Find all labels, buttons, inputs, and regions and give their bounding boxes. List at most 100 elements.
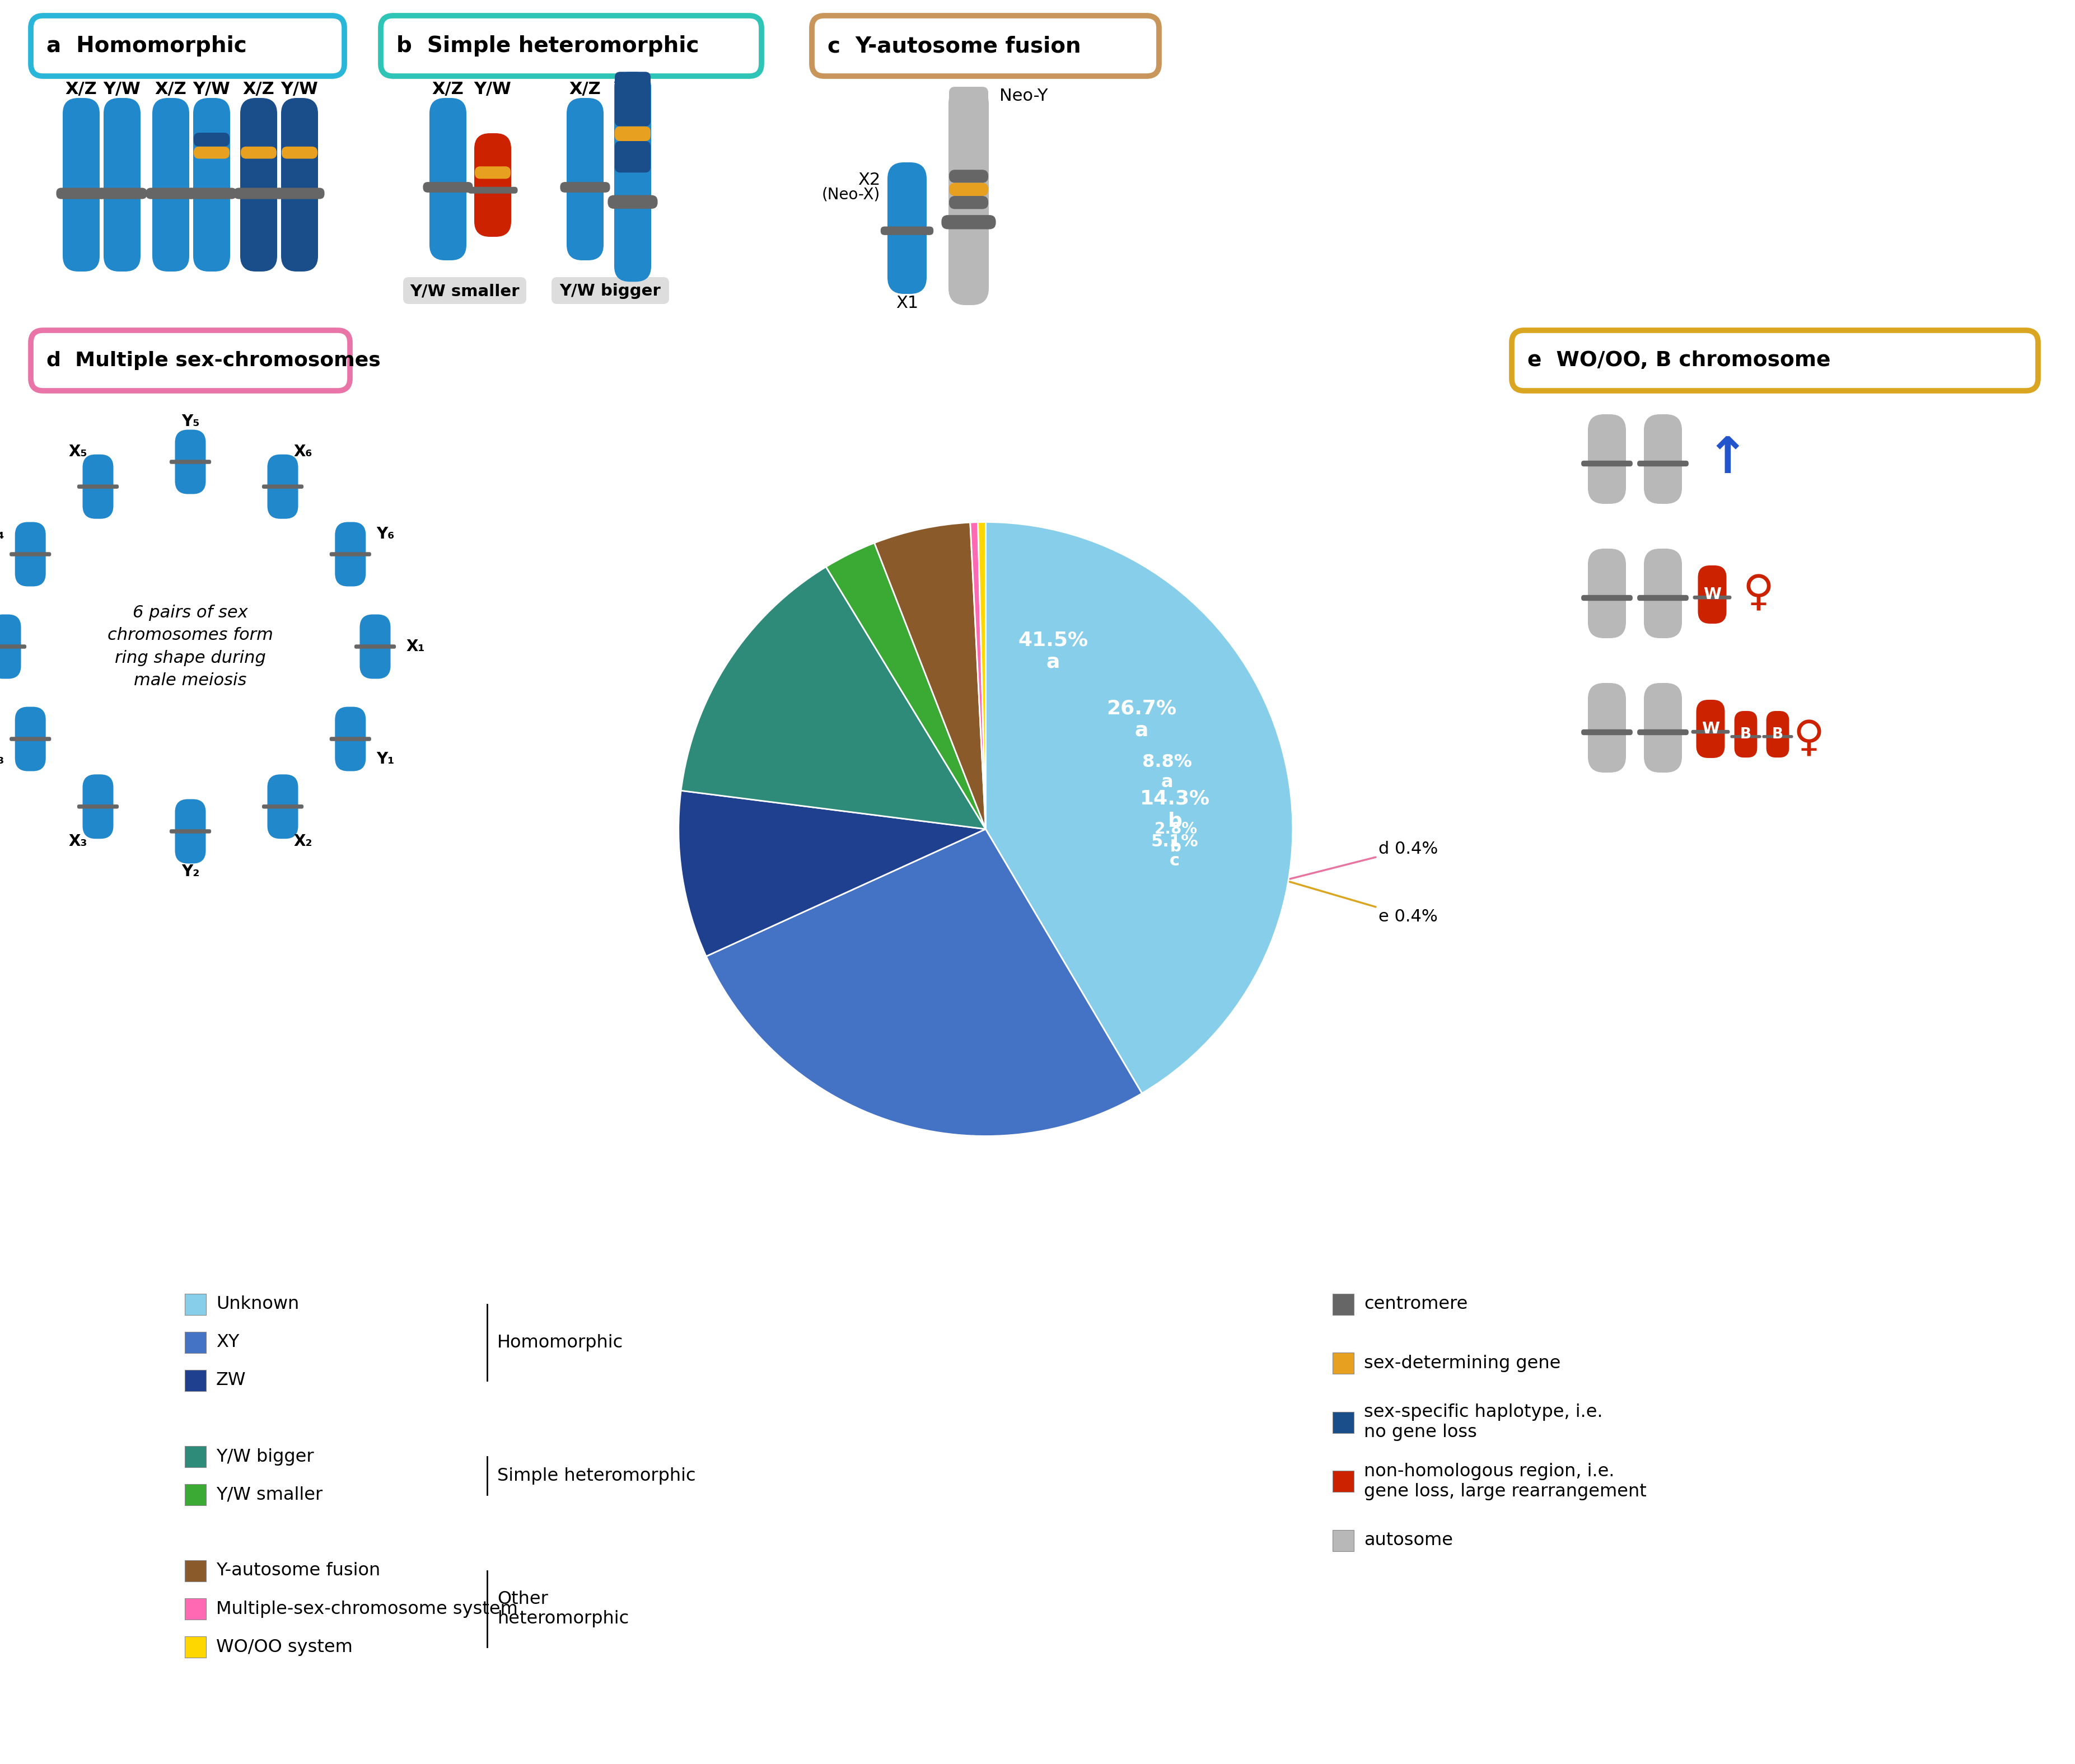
FancyBboxPatch shape <box>614 127 652 141</box>
FancyBboxPatch shape <box>1762 736 1793 737</box>
FancyBboxPatch shape <box>15 707 46 771</box>
FancyBboxPatch shape <box>261 485 303 489</box>
FancyBboxPatch shape <box>1637 729 1689 736</box>
Text: autosome: autosome <box>1363 1531 1452 1549</box>
FancyBboxPatch shape <box>31 330 351 392</box>
Text: B: B <box>1772 727 1782 741</box>
FancyBboxPatch shape <box>241 99 278 272</box>
FancyBboxPatch shape <box>1643 415 1683 505</box>
Text: centromere: centromere <box>1363 1297 1467 1312</box>
Text: Other
heteromorphic: Other heteromorphic <box>498 1589 629 1628</box>
FancyBboxPatch shape <box>77 485 118 489</box>
Text: X₂: X₂ <box>293 834 311 848</box>
Text: X₃: X₃ <box>68 834 87 848</box>
FancyBboxPatch shape <box>475 134 510 236</box>
Text: Homomorphic: Homomorphic <box>498 1334 622 1351</box>
Text: e  WO/OO, B chromosome: e WO/OO, B chromosome <box>1527 351 1830 370</box>
Text: Y/W: Y/W <box>473 81 510 97</box>
FancyBboxPatch shape <box>1637 594 1689 602</box>
Text: Y/W bigger: Y/W bigger <box>560 284 662 298</box>
FancyBboxPatch shape <box>10 552 52 556</box>
Text: Y/W: Y/W <box>614 81 652 97</box>
FancyBboxPatch shape <box>83 455 114 519</box>
FancyBboxPatch shape <box>83 774 114 838</box>
Text: 5.1%
c: 5.1% c <box>1152 834 1199 868</box>
Bar <box>185 1371 205 1392</box>
Text: WO/OO system: WO/OO system <box>216 1639 353 1656</box>
Text: X/Z: X/Z <box>156 81 187 97</box>
FancyBboxPatch shape <box>193 99 230 272</box>
Text: W: W <box>1704 587 1720 602</box>
Text: Y₂: Y₂ <box>181 864 199 880</box>
FancyBboxPatch shape <box>274 187 324 199</box>
Text: sex-specific haplotype, i.e.
no gene loss: sex-specific haplotype, i.e. no gene los… <box>1363 1404 1602 1441</box>
Text: W: W <box>1701 721 1720 737</box>
FancyBboxPatch shape <box>1731 736 1762 737</box>
Text: sex-determining gene: sex-determining gene <box>1363 1355 1560 1372</box>
Text: 41.5%
a: 41.5% a <box>1019 630 1087 672</box>
FancyBboxPatch shape <box>355 644 396 649</box>
FancyBboxPatch shape <box>193 146 230 159</box>
Text: X₁: X₁ <box>407 639 425 654</box>
FancyBboxPatch shape <box>1695 700 1724 759</box>
FancyBboxPatch shape <box>268 455 299 519</box>
FancyBboxPatch shape <box>560 182 610 192</box>
FancyBboxPatch shape <box>10 737 52 741</box>
FancyBboxPatch shape <box>430 99 467 261</box>
Text: XY: XY <box>216 1334 239 1351</box>
FancyBboxPatch shape <box>948 169 988 183</box>
FancyBboxPatch shape <box>423 182 473 192</box>
Text: X/Z: X/Z <box>432 81 465 97</box>
Bar <box>1332 1471 1353 1492</box>
FancyBboxPatch shape <box>614 141 652 173</box>
FancyBboxPatch shape <box>334 707 365 771</box>
Text: Neo-Y: Neo-Y <box>1000 88 1048 104</box>
Text: Y₅: Y₅ <box>181 415 199 429</box>
Text: d 0.4%: d 0.4% <box>1291 841 1438 878</box>
FancyBboxPatch shape <box>31 16 344 76</box>
FancyBboxPatch shape <box>15 522 46 586</box>
FancyBboxPatch shape <box>380 16 762 76</box>
FancyBboxPatch shape <box>880 226 934 235</box>
FancyBboxPatch shape <box>1693 596 1731 600</box>
Bar <box>185 1637 205 1658</box>
Text: Multiple-sex-chromosome system: Multiple-sex-chromosome system <box>216 1600 519 1618</box>
FancyBboxPatch shape <box>234 187 284 199</box>
Text: X₆: X₆ <box>293 445 311 460</box>
FancyBboxPatch shape <box>948 196 988 210</box>
Text: 14.3%
b: 14.3% b <box>1139 789 1210 831</box>
FancyBboxPatch shape <box>187 187 237 199</box>
FancyBboxPatch shape <box>282 146 317 159</box>
Text: Y/W smaller: Y/W smaller <box>216 1485 322 1503</box>
Bar <box>185 1484 205 1505</box>
FancyBboxPatch shape <box>1513 330 2038 392</box>
FancyBboxPatch shape <box>1637 460 1689 466</box>
Text: ↑: ↑ <box>1706 434 1749 483</box>
Wedge shape <box>706 829 1141 1136</box>
Wedge shape <box>986 522 1293 1094</box>
Bar <box>185 1446 205 1468</box>
Text: 6 pairs of sex
chromosomes form
ring shape during
male meiosis: 6 pairs of sex chromosomes form ring sha… <box>108 605 274 688</box>
FancyBboxPatch shape <box>359 614 390 679</box>
FancyBboxPatch shape <box>268 774 299 838</box>
FancyBboxPatch shape <box>0 644 27 649</box>
Text: c  Y-autosome fusion: c Y-autosome fusion <box>828 35 1081 56</box>
Text: Y₃: Y₃ <box>0 751 4 767</box>
FancyBboxPatch shape <box>614 72 652 282</box>
FancyBboxPatch shape <box>0 614 21 679</box>
Text: Y-autosome fusion: Y-autosome fusion <box>216 1563 380 1579</box>
Text: a  Homomorphic: a Homomorphic <box>46 35 247 56</box>
FancyBboxPatch shape <box>566 99 604 261</box>
FancyBboxPatch shape <box>145 187 195 199</box>
FancyBboxPatch shape <box>948 86 990 305</box>
FancyBboxPatch shape <box>552 277 668 303</box>
Text: b  Simple heteromorphic: b Simple heteromorphic <box>396 35 699 56</box>
FancyBboxPatch shape <box>403 277 527 303</box>
FancyBboxPatch shape <box>1587 415 1627 505</box>
Text: Y₆: Y₆ <box>376 526 394 542</box>
Text: Y₄: Y₄ <box>0 526 4 542</box>
Text: 8.8%
a: 8.8% a <box>1143 753 1193 790</box>
Text: X/Z: X/Z <box>243 81 274 97</box>
Bar <box>185 1559 205 1582</box>
Text: ZW: ZW <box>216 1372 247 1390</box>
